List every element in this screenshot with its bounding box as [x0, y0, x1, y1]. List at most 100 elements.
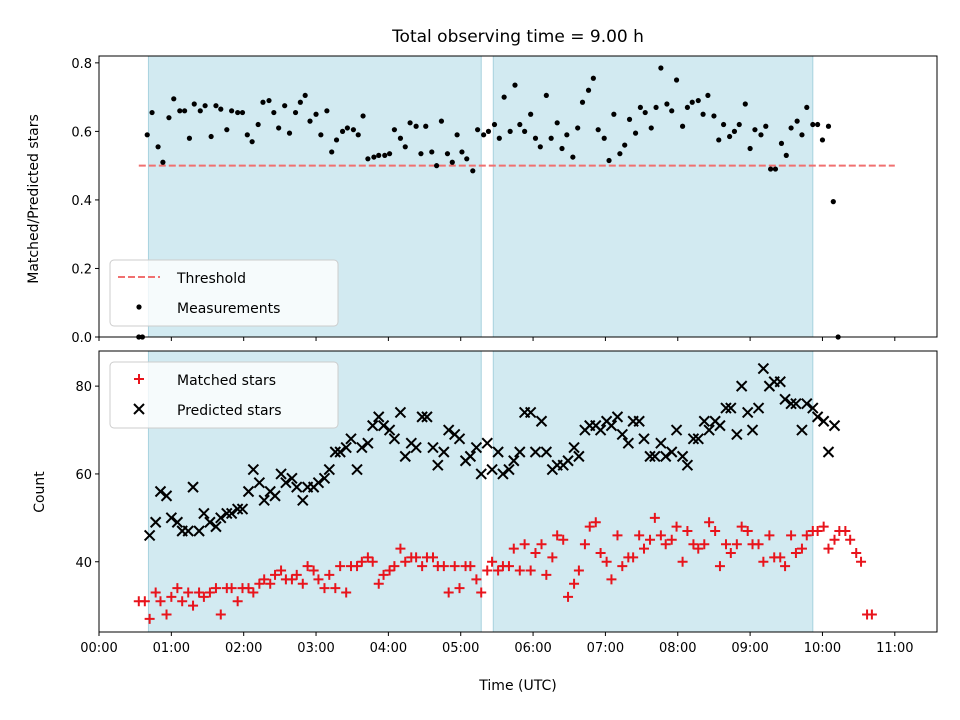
predicted-star-point [464, 450, 477, 463]
measurement-point [475, 127, 481, 133]
predicted-star-point [508, 455, 520, 467]
count-ytick-label: 60 [75, 468, 92, 483]
matched-star-point [573, 565, 584, 576]
matched-star-point [443, 587, 454, 598]
matched-star-point [682, 526, 693, 537]
matched-star-point [243, 583, 254, 594]
predicted-star-point [622, 437, 635, 449]
matched-star-point [595, 547, 606, 558]
matched-star-point [840, 526, 851, 537]
predicted-star-point [356, 441, 368, 454]
predicted-star-point [351, 463, 363, 476]
measurement-point [778, 140, 785, 146]
matched-star-point [569, 578, 580, 589]
predicted-star-point [616, 428, 629, 441]
measurement-point [507, 128, 513, 134]
measurement-point [302, 92, 308, 99]
predicted-star-point [687, 433, 700, 445]
count-xtick-label: 01:00 [153, 641, 190, 656]
measurement-point [517, 121, 523, 128]
measurement-point [642, 109, 648, 116]
measurement-point [626, 116, 633, 122]
ratio-ytick-label: 0.0 [71, 331, 92, 346]
predicted-star-point [318, 472, 331, 485]
ylabel-count: Count [32, 471, 48, 513]
matched-star-point [579, 539, 590, 550]
measurement-point [768, 166, 774, 172]
measurement-point [376, 152, 382, 158]
measurement-point [149, 109, 155, 116]
matched-star-point [796, 543, 807, 554]
measurement-point [485, 128, 492, 134]
predicted-star-point [165, 512, 178, 524]
ratio-shaded-interval [492, 55, 814, 338]
measurement-point [819, 137, 826, 143]
measurement-point [669, 108, 675, 114]
predicted-star-point [681, 459, 694, 471]
measurement-point [632, 130, 639, 136]
matched-star-point [172, 583, 183, 594]
measurements-legend-label: Measurements [177, 301, 280, 317]
measurement-point [449, 159, 455, 165]
matched-star-point [465, 561, 476, 572]
predicted-star-point [741, 406, 754, 419]
matched-star-point [276, 565, 287, 576]
measurement-point [742, 101, 748, 107]
ratio-ytick-label: 0.6 [71, 125, 92, 140]
matched-star-point [764, 530, 775, 541]
measurement-point [830, 199, 836, 205]
matched-star-point [590, 517, 601, 528]
measurement-point [444, 151, 451, 157]
predicted-star-point [644, 450, 656, 463]
measurement-point [727, 133, 733, 140]
measurement-point [413, 123, 419, 129]
measurement-point [673, 77, 680, 83]
measurements-legend-swatch [136, 304, 142, 310]
measurement-point [736, 121, 742, 128]
matched-star-point [503, 561, 514, 572]
matched-star-point [150, 587, 161, 598]
matched-star-point [710, 526, 721, 537]
measurement-point [554, 120, 560, 126]
predicted-star-point [453, 433, 466, 445]
predicted-star-point [779, 393, 791, 406]
measurement-point [752, 127, 758, 133]
predicted-star-point [475, 468, 487, 480]
count-xtick-label: 06:00 [514, 641, 551, 656]
predicted-star-point [340, 441, 352, 454]
predicted-star-point [297, 494, 309, 506]
matched-star-point [232, 596, 243, 607]
matched-star-point [378, 569, 389, 580]
matched-star-point [617, 561, 628, 572]
predicted-star-point [757, 362, 770, 375]
measurement-point [266, 97, 272, 104]
predicted-star-point [796, 424, 808, 436]
matched-star-point [493, 565, 504, 576]
matched-star-point [286, 574, 297, 585]
measurement-point [601, 135, 607, 141]
matched-star-point [384, 565, 395, 576]
predicted-legend-label: Predicted stars [177, 403, 282, 419]
measurement-point [333, 137, 340, 143]
matched-star-point [856, 556, 867, 567]
measurement-point [570, 154, 576, 160]
predicted-star-point [286, 472, 298, 485]
matched-star-point [487, 556, 498, 567]
matched-legend-label: Matched stars [177, 373, 276, 389]
matched-star-point [525, 565, 536, 576]
measurement-point [360, 113, 366, 119]
matched-star-point [812, 526, 823, 537]
measurement-point [679, 123, 686, 129]
measurement-point [496, 135, 502, 141]
measurement-point [286, 130, 293, 136]
measurement-point [684, 104, 691, 111]
matched-star-point [628, 552, 639, 563]
matched-star-point [476, 587, 487, 598]
predicted-star-point [540, 446, 553, 458]
measurement-point [522, 128, 528, 134]
predicted-star-point [438, 446, 450, 458]
chart-title: Total observing time = 9.00 h [391, 27, 644, 47]
matched-star-point [226, 583, 237, 594]
predicted-star-point [633, 415, 645, 427]
measurement-point [481, 132, 487, 138]
